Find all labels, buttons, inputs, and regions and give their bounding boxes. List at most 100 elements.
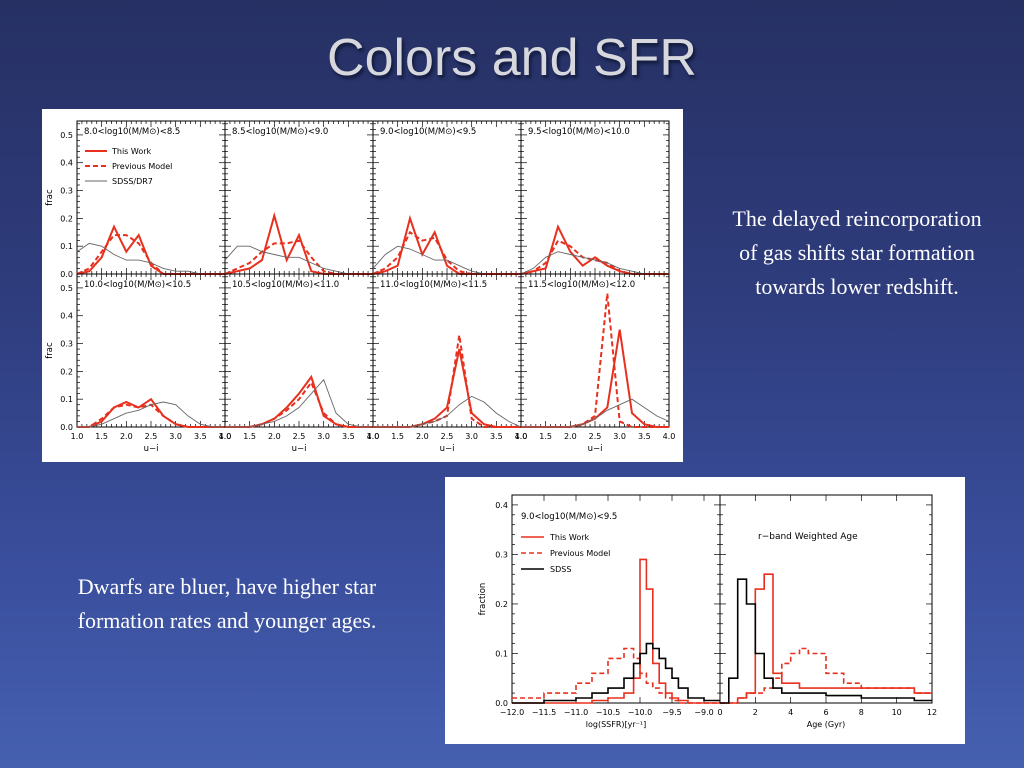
y-tick-label: 0.2	[60, 214, 73, 223]
series-this-work	[372, 214, 521, 275]
series-previous-model	[512, 647, 720, 704]
x-axis-label: Age (Gyr)	[807, 720, 845, 729]
x-axis-label: u−i	[440, 444, 455, 454]
x-tick-label: −11.0	[564, 708, 589, 717]
panel-label: 8.5<log10(M/M⊙)<9.0	[232, 127, 328, 137]
x-tick-label: 1.5	[243, 432, 256, 441]
x-tick-label: 10	[892, 708, 902, 717]
y-tick-label: 0.1	[495, 649, 508, 658]
x-tick-label: −9.5	[662, 708, 681, 717]
x-tick-label: 1.5	[95, 432, 108, 441]
x-tick-label: 1.0	[71, 432, 84, 441]
legend: This Work Previous Model SDSS/DR7	[85, 147, 172, 186]
color-distribution-figure: 8.0<log10(M/M⊙)<8.5 0.0 0.1 0.2 0.3 0.4 0.5 fra…	[42, 109, 683, 462]
y-tick-label: 0.4	[60, 159, 73, 168]
x-tick-label: 1.0	[515, 432, 528, 441]
slide-title: Colors and SFR	[327, 29, 697, 87]
x-tick-label: 2.5	[145, 432, 158, 441]
series-this-work	[512, 558, 720, 704]
x-tick-label: 4.0	[515, 432, 528, 441]
y-tick-label: 0.3	[495, 550, 508, 559]
x-tick-label: 8	[859, 708, 864, 717]
panel-label: 8.0<log10(M/M⊙)<8.5	[84, 127, 180, 137]
x-tick-label: 2.0	[564, 432, 577, 441]
x-tick-label: 2.5	[293, 432, 306, 441]
y-axis-label: frac	[45, 342, 55, 359]
legend-label-this-work: This Work	[111, 147, 152, 156]
ssfr-age-chart: −12.0 −11.5 −11.0 −10.5 −10.0 −9.5 −9.0 log(SSF…	[478, 494, 937, 729]
x-tick-label: 3.5	[194, 432, 207, 441]
panel-5: 10.0<log10(M/M⊙)<10.5	[76, 273, 226, 428]
y-tick-label: 0.0	[495, 699, 508, 708]
series-sdss-dr7	[373, 395, 522, 428]
x-tick-label: 4.0	[219, 432, 232, 441]
panel-frame	[520, 273, 670, 428]
x-tick-label: 3.0	[465, 432, 478, 441]
panel-label: 11.0<log10(M/M⊙)<11.5	[380, 280, 487, 290]
panel-label: 10.5<log10(M/M⊙)<11.0	[232, 280, 339, 290]
y-tick-label: 0.4	[495, 501, 508, 510]
y-tick-label: 0.2	[60, 367, 73, 376]
x-tick-label: −12.0	[500, 708, 525, 717]
series-sdss-dr7	[521, 398, 670, 428]
legend-label-previous-model: Previous Model	[112, 162, 172, 171]
series-previous-model	[225, 380, 373, 428]
y-tick-label: 0.5	[60, 131, 73, 140]
x-tick-label: −9.0	[694, 708, 713, 717]
x-tick-label: 3.5	[638, 432, 651, 441]
legend-label-previous-model: Previous Model	[550, 549, 610, 558]
series-this-work	[76, 224, 225, 275]
x-axis-label: log(SSFR)[yr⁻¹]	[586, 720, 646, 729]
y-axis-label: frac	[45, 189, 55, 206]
x-tick-label: 1.0	[367, 432, 380, 441]
series-previous-model	[373, 335, 521, 428]
panel-frame	[224, 120, 374, 275]
x-tick-label: 3.5	[342, 432, 355, 441]
x-tick-label: 12	[927, 708, 937, 717]
panel-2: 8.5<log10(M/M⊙)<9.0	[224, 120, 374, 275]
x-tick-label: 2.0	[268, 432, 281, 441]
legend-label-sdss-dr7: SDSS/DR7	[112, 177, 153, 186]
y-tick-label: 0.3	[60, 187, 73, 196]
panel-3: 9.0<log10(M/M⊙)<9.5	[372, 120, 522, 275]
series-this-work	[520, 223, 669, 275]
y-tick-label: 0.0	[60, 270, 73, 279]
series-previous-model	[521, 293, 669, 428]
x-tick-label: 1.0	[219, 432, 232, 441]
panel-frame	[511, 494, 721, 704]
y-tick-label: 0.1	[60, 395, 73, 404]
series-sdss-dr7	[77, 401, 225, 428]
panel-frame	[372, 120, 522, 275]
panel-frame	[224, 273, 374, 428]
ssfr-age-figure: −12.0 −11.5 −11.0 −10.5 −10.0 −9.5 −9.0 log(SSF…	[445, 477, 965, 744]
panel-7: 11.0<log10(M/M⊙)<11.5	[372, 273, 522, 428]
panel-label: 10.0<log10(M/M⊙)<10.5	[84, 280, 191, 290]
y-tick-label: 0.1	[60, 242, 73, 251]
panel-label: 11.5<log10(M/M⊙)<12.0	[528, 280, 635, 290]
y-tick-label: 0.3	[60, 340, 73, 349]
series-this-work	[720, 573, 932, 704]
panel-label: 9.5<log10(M/M⊙)<10.0	[528, 127, 630, 137]
x-tick-label: 3.0	[613, 432, 626, 441]
y-tick-label: 0.2	[495, 600, 508, 609]
series-sdss	[720, 578, 932, 704]
series-sdss	[512, 642, 720, 704]
panel-frame	[76, 120, 226, 275]
y-tick-label: 0.5	[60, 284, 73, 293]
x-tick-label: 3.0	[169, 432, 182, 441]
panel-label: 9.0<log10(M/M⊙)<9.5	[521, 512, 617, 522]
x-tick-label: 3.0	[317, 432, 330, 441]
y-tick-label: 0.0	[60, 423, 73, 432]
x-tick-label: −11.5	[532, 708, 557, 717]
panel-ssfr	[511, 494, 721, 704]
panel-frame	[520, 120, 670, 275]
x-tick-label: −10.5	[596, 708, 621, 717]
panel-1: 8.0<log10(M/M⊙)<8.5	[76, 120, 226, 275]
panel-8: 11.5<log10(M/M⊙)<12.0	[520, 273, 670, 428]
x-tick-label: 1.5	[391, 432, 404, 441]
y-axis-label: fraction	[478, 583, 488, 616]
x-tick-label: 4	[788, 708, 793, 717]
x-tick-label: −10.0	[628, 708, 653, 717]
panel-4: 9.5<log10(M/M⊙)<10.0	[520, 120, 670, 275]
legend-label-this-work: This Work	[549, 533, 590, 542]
